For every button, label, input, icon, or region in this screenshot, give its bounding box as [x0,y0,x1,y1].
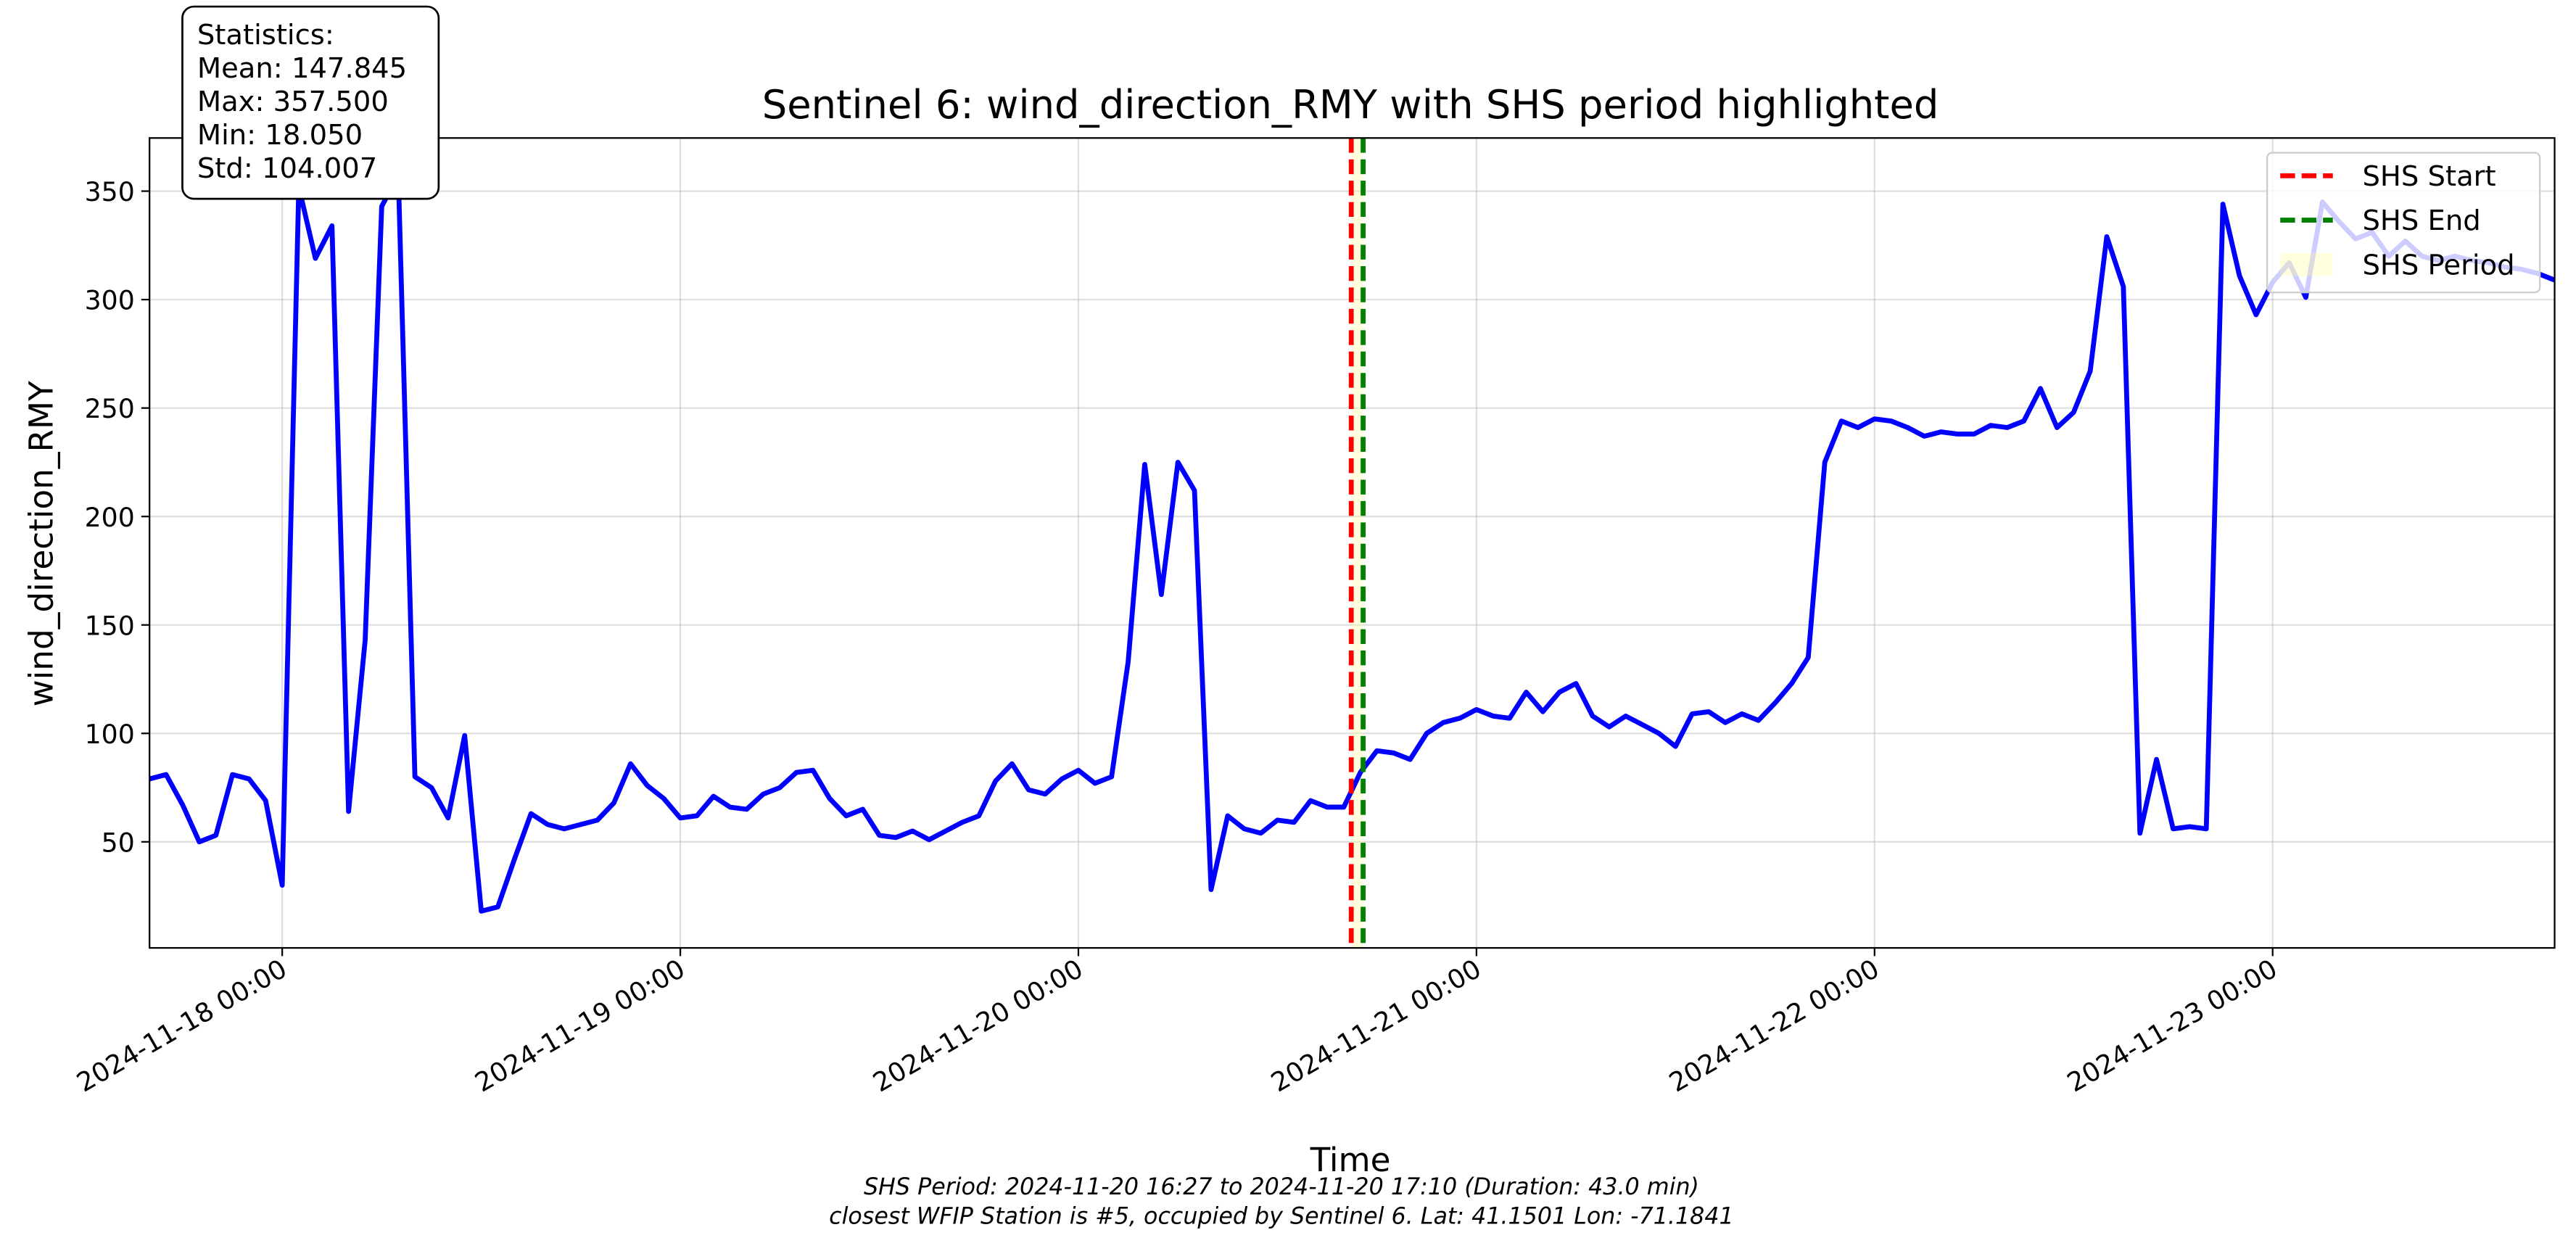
y-tick-label: 250 [85,393,135,424]
caption: SHS Period: 2024-11-20 16:27 to 2024-11-… [829,1174,1734,1230]
y-tick-label: 350 [85,176,135,207]
legend: SHS Start SHS End SHS Period [2266,152,2541,294]
shs-span [1351,138,1363,949]
legend-label: SHS Start [2362,160,2496,193]
stats-line: Std: 104.007 [197,152,377,185]
y-tick-label: 100 [85,719,135,750]
legend-box [2266,152,2541,294]
plot [149,138,2556,949]
y-axis-label: wind_direction_RMY [22,381,61,706]
stats-line: Statistics: [197,19,334,51]
chart-title: Sentinel 6: wind_direction_RMY with SHS … [762,82,1939,128]
stats-line: Min: 18.050 [197,119,363,152]
stats-frame [181,5,440,200]
y-tick-label: 200 [85,502,135,533]
legend-label: SHS End [2362,205,2480,237]
stats-line: Max: 357.500 [197,86,389,118]
legend-swatch [2280,252,2333,276]
y-tick-label: 150 [85,610,135,641]
caption-line: closest WFIP Station is #5, occupied by … [829,1204,1734,1230]
plot-frame [149,137,2556,949]
caption-line: SHS Period: 2024-11-20 16:27 to 2024-11-… [864,1174,1699,1200]
y-tick-label: 50 [102,827,135,858]
legend-label: SHS Period [2362,249,2514,281]
x-axis-label: Time [1310,1141,1391,1179]
stats-line: Mean: 147.845 [197,52,407,85]
y-tick-label: 300 [85,285,135,316]
